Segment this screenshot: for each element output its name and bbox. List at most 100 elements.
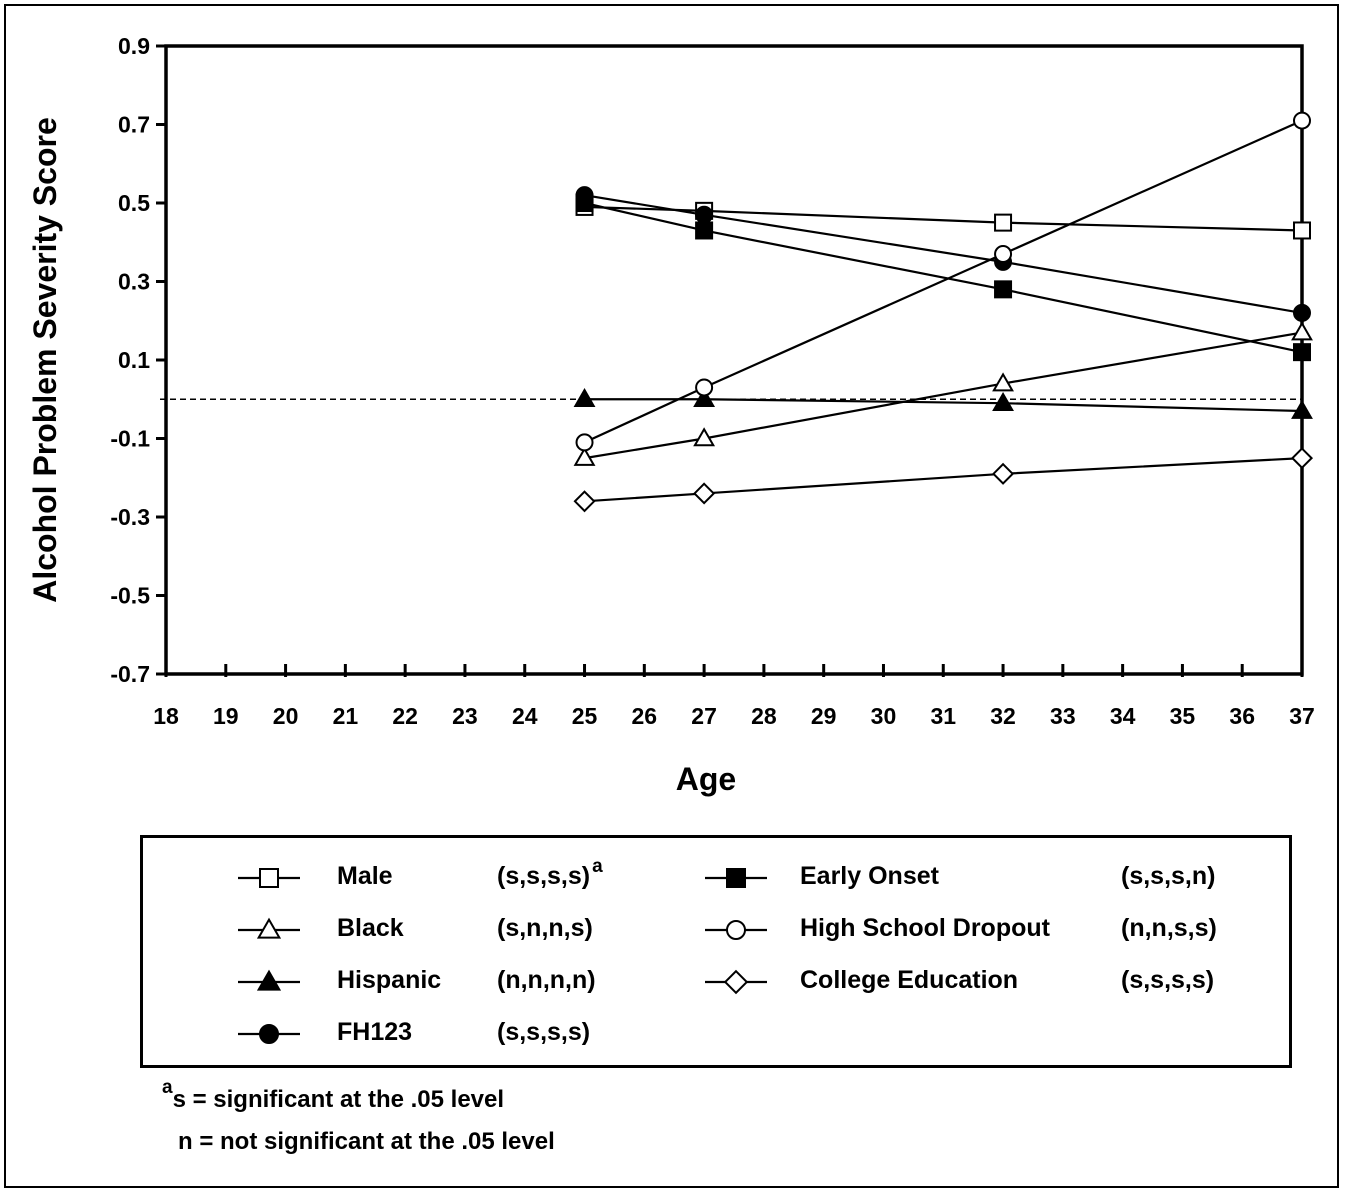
legend-marker: [723, 969, 749, 995]
x-tick-label: 22: [392, 703, 418, 729]
series-line-high-school-dropout: [584, 119, 1303, 444]
y-tick-label: 0.9: [118, 33, 150, 59]
x-tick-label: 24: [512, 703, 538, 729]
footnote-line-1: as = significant at the .05 level: [162, 1077, 555, 1122]
data-point-hispanic: [693, 388, 716, 408]
legend-label-hispanic: Hispanic: [337, 966, 442, 994]
x-tick-label: 32: [990, 703, 1016, 729]
series-layer: [573, 111, 1314, 513]
y-axis-label: Alcohol Problem Severity Score: [27, 117, 63, 603]
plot-area-frame: [164, 44, 1304, 676]
legend-label-college-education: College Education: [800, 966, 1019, 994]
legend-symbol-hispanic: [238, 969, 300, 991]
y-tick-label: 0.7: [118, 112, 150, 138]
legend-symbol-college-education: [705, 969, 767, 995]
x-tick-label: 27: [691, 703, 717, 729]
data-point-male: [994, 213, 1013, 232]
series-male: [575, 197, 1311, 240]
x-tick-label: 21: [333, 703, 359, 729]
legend-marker: [256, 917, 282, 939]
data-point-early-onset: [994, 280, 1013, 299]
data-point-high-school-dropout: [695, 378, 714, 397]
x-tick-label: 29: [811, 703, 837, 729]
x-tick-label: 36: [1229, 703, 1255, 729]
series-line-black: [584, 331, 1303, 460]
y-tick-label: 0.3: [118, 269, 150, 295]
legend-marker: [259, 1024, 279, 1044]
data-point-fh123: [1293, 303, 1311, 322]
y-tick-label: 0.5: [118, 190, 150, 216]
data-point-high-school-dropout: [1293, 111, 1311, 130]
series-line-fh123: [584, 194, 1303, 314]
data-point-early-onset: [575, 194, 594, 212]
legend-label-early-onset: Early Onset: [800, 862, 939, 890]
legend-significance-high-school-dropout: (n,n,s,s): [1121, 914, 1217, 942]
data-point-college-education: [992, 462, 1015, 485]
x-tick-label: 37: [1289, 703, 1315, 729]
series-line-college-education: [584, 457, 1303, 503]
x-tick-label: 33: [1050, 703, 1076, 729]
data-point-early-onset: [1293, 343, 1311, 362]
x-tick-label: 26: [632, 703, 658, 729]
x-tick-label: 34: [1110, 703, 1136, 729]
data-point-black: [992, 372, 1014, 392]
line-chart: 0.9 0.7 0.5 0.3 0.1 -0.1 -0.3 -0.5 -0.718 19 20 21 2…: [27, 33, 1315, 797]
series-line-early-onset: [584, 201, 1303, 354]
data-point-black: [1291, 321, 1313, 341]
series-fh123: [575, 186, 1311, 322]
series-high-school-dropout: [575, 111, 1311, 452]
data-point-male: [1293, 221, 1311, 240]
data-point-college-education: [573, 490, 596, 513]
legend-significance-fh123: (s,s,s,s): [497, 1018, 591, 1046]
footnote-superscript: a: [162, 1077, 173, 1098]
x-tick-label: 18: [153, 703, 179, 729]
data-point-high-school-dropout: [575, 433, 594, 452]
legend-significance-hispanic: (n,n,n,n): [497, 966, 596, 994]
legend-marker: [726, 868, 746, 888]
legend-significance-black: (s,n,n,s): [497, 914, 593, 942]
y-tick-label: -0.1: [110, 426, 150, 452]
x-tick-label: 30: [871, 703, 897, 729]
legend-label-high-school-dropout: High School Dropout: [800, 914, 1050, 942]
footnote: as = significant at the .05 level n = no…: [162, 1077, 555, 1162]
legend-significance-college-education: (s,s,s,s): [1121, 966, 1215, 994]
data-point-college-education: [1290, 447, 1314, 470]
legend-significance-early-onset: (s,s,s,n): [1121, 862, 1216, 890]
legend-marker: [259, 868, 279, 888]
data-point-hispanic: [992, 391, 1014, 411]
x-tick-label: 19: [213, 703, 239, 729]
legend-symbol-fh123: [238, 1024, 300, 1044]
legend-symbol-high-school-dropout: [705, 920, 767, 940]
axes: 0.9 0.7 0.5 0.3 0.1 -0.1 -0.3 -0.5 -0.718 19 20 21 2…: [110, 33, 1314, 729]
data-point-fh123: [695, 205, 714, 224]
x-tick-label: 31: [930, 703, 956, 729]
legend-symbol-early-onset: [705, 868, 767, 888]
footnote-not-significant: n = not significant at the .05 level: [178, 1128, 555, 1155]
series-black: [573, 321, 1313, 466]
legend: Male (s,s,s,s) a Black (s,n,n,s) Hispanic (n,n…: [140, 835, 1292, 1068]
footnote-line-2: n = not significant at the .05 level: [162, 1122, 555, 1162]
legend-label-black: Black: [337, 914, 404, 942]
data-point-high-school-dropout: [994, 245, 1013, 264]
data-point-hispanic: [573, 388, 596, 408]
x-tick-label: 25: [572, 703, 598, 729]
x-tick-label: 35: [1170, 703, 1196, 729]
x-axis-label: Age: [676, 761, 736, 797]
data-point-black: [573, 446, 596, 466]
data-point-college-education: [693, 482, 716, 505]
legend-marker: [726, 920, 746, 940]
series-hispanic: [573, 388, 1313, 419]
y-tick-label: -0.3: [110, 504, 150, 530]
data-point-hispanic: [1291, 399, 1313, 419]
data-point-black: [693, 427, 716, 447]
series-line-hispanic: [584, 398, 1303, 413]
series-early-onset: [575, 194, 1311, 362]
data-point-early-onset: [695, 221, 714, 240]
y-tick-label: -0.5: [110, 583, 150, 609]
series-line-male: [584, 205, 1303, 232]
y-tick-label: 0.1: [118, 347, 150, 373]
legend-marker: [256, 969, 282, 991]
legend-symbol-male: [238, 868, 300, 888]
series-college-education: [573, 447, 1314, 513]
legend-label-male: Male: [337, 862, 393, 890]
